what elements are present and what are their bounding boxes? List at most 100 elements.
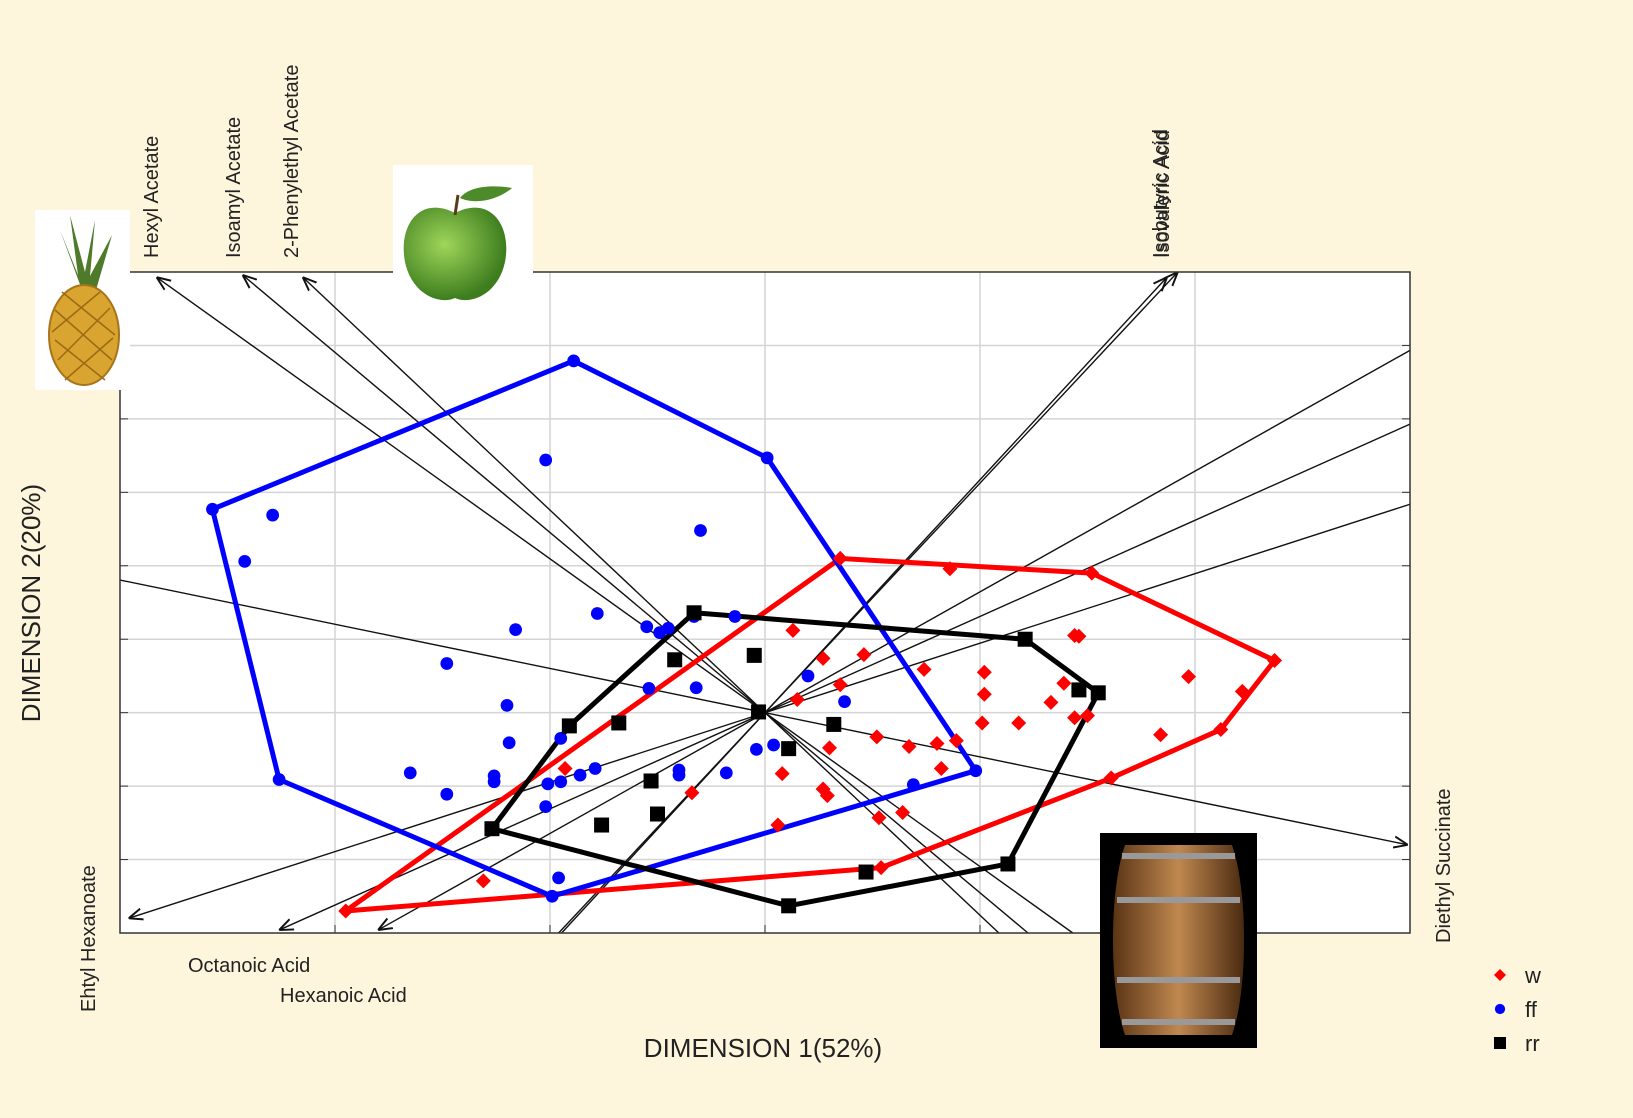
legend-label: ff — [1525, 997, 1538, 1022]
vector-label: Hexanoic Acid — [280, 985, 407, 1007]
point — [238, 554, 252, 568]
plot-frame — [119, 271, 1411, 934]
point — [694, 524, 707, 537]
point — [746, 647, 762, 663]
point — [832, 550, 848, 566]
point — [338, 903, 354, 919]
point — [484, 821, 500, 837]
loading-vector — [279, 423, 1411, 930]
point — [1084, 565, 1100, 581]
point — [933, 760, 949, 776]
point — [1234, 683, 1250, 699]
point — [266, 508, 280, 522]
point — [590, 607, 604, 620]
point — [969, 764, 983, 778]
point — [1071, 682, 1087, 698]
point — [871, 810, 887, 826]
loading-vector — [558, 272, 1178, 934]
point — [545, 889, 559, 903]
point — [541, 777, 555, 791]
point — [509, 623, 522, 637]
point — [539, 453, 553, 467]
point — [475, 873, 491, 889]
point — [976, 686, 992, 702]
loading-vector — [243, 275, 1029, 934]
vector-label: Diethyl Succinate — [1433, 788, 1455, 943]
vector-label: Hexyl Acetate — [141, 136, 163, 258]
barrel-image — [1100, 833, 1257, 1048]
point — [672, 768, 686, 782]
point — [661, 621, 675, 635]
point — [500, 698, 514, 712]
loading-vector — [378, 349, 1411, 930]
point — [869, 729, 885, 745]
point — [781, 741, 797, 757]
point — [1043, 694, 1059, 710]
point — [774, 766, 790, 782]
point — [403, 766, 417, 780]
point — [539, 800, 553, 814]
point — [1153, 727, 1169, 743]
point — [686, 605, 702, 621]
point — [948, 733, 964, 749]
point — [1056, 675, 1072, 691]
point — [815, 650, 831, 666]
point — [801, 669, 815, 683]
point — [1090, 685, 1106, 701]
point — [1267, 653, 1283, 669]
vector-label: 2-Phenylethyl Acetate — [281, 65, 303, 258]
point — [611, 715, 627, 731]
point — [916, 661, 932, 677]
vector-label: Ehtyl Hexanoate — [78, 865, 100, 1012]
point — [781, 898, 797, 914]
y-axis-title: DIMENSION 2(20%) — [16, 484, 46, 722]
point — [642, 682, 656, 695]
point — [1000, 856, 1016, 872]
point — [552, 871, 565, 885]
point — [554, 731, 568, 745]
point — [906, 778, 920, 792]
point — [719, 766, 733, 780]
pineapple-image — [35, 210, 130, 390]
point — [594, 817, 610, 833]
point — [643, 773, 659, 789]
apple-image — [393, 165, 533, 305]
point — [554, 775, 568, 789]
point — [873, 860, 889, 876]
vector-label: Isobutyric Acid — [1150, 129, 1172, 258]
point — [689, 681, 703, 695]
legend-marker — [1494, 1037, 1506, 1049]
point — [272, 773, 286, 786]
point — [728, 610, 742, 623]
point — [856, 647, 872, 663]
point — [684, 785, 700, 801]
legend-marker — [1494, 969, 1506, 981]
point — [819, 788, 835, 804]
point — [1181, 669, 1197, 685]
point — [929, 736, 945, 752]
point — [650, 806, 665, 822]
point — [826, 716, 842, 732]
point — [1067, 710, 1083, 726]
point — [557, 760, 573, 776]
point — [974, 715, 990, 731]
point — [487, 775, 501, 789]
legend-label: rr — [1525, 1031, 1540, 1056]
legend-marker — [1494, 1003, 1506, 1015]
point — [832, 677, 848, 693]
point — [760, 451, 774, 465]
point — [502, 736, 516, 750]
point — [1017, 631, 1033, 647]
point — [789, 691, 805, 707]
point — [895, 805, 911, 821]
point — [770, 817, 786, 833]
point — [750, 743, 763, 756]
loading-vector — [303, 277, 1000, 934]
point — [567, 354, 581, 368]
point — [822, 740, 837, 756]
x-axis-title: DIMENSION 1(52%) — [644, 1033, 882, 1063]
point — [1071, 628, 1087, 644]
point — [588, 762, 602, 775]
